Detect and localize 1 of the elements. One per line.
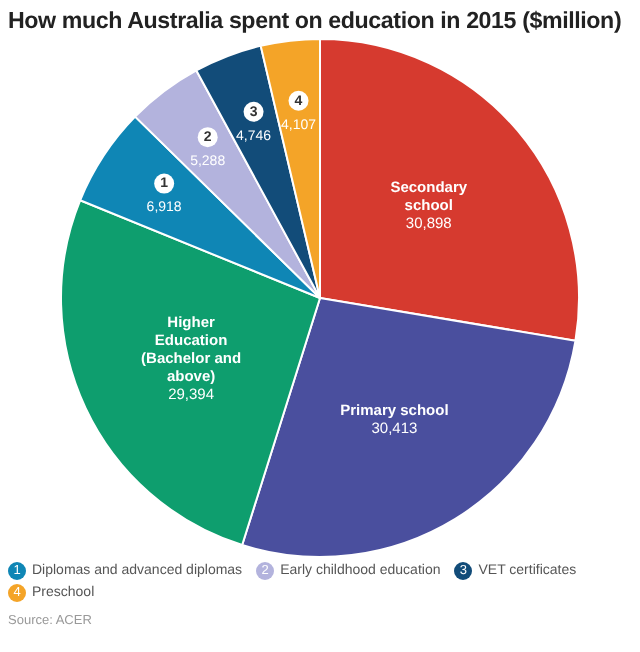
- chart-title: How much Australia spent on education in 2015 ($million): [6, 6, 624, 34]
